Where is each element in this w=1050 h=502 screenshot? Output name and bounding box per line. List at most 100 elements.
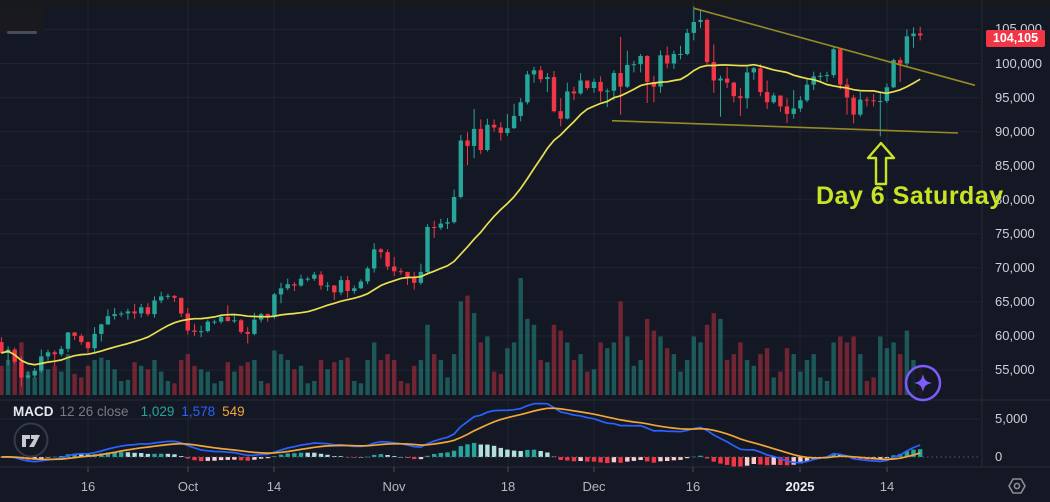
volume-bar (305, 383, 310, 395)
volume-bar (618, 301, 623, 395)
volume-bar (691, 336, 696, 395)
candle-body (352, 288, 357, 291)
volume-bar (904, 330, 910, 395)
macd-histogram-bar (172, 454, 177, 457)
sparkle-button[interactable] (903, 363, 943, 403)
volume-bar (365, 359, 370, 395)
trendline[interactable] (611, 119, 959, 134)
volume-bar (112, 369, 117, 395)
candle-body (605, 90, 610, 92)
macd-histogram-bar (731, 457, 736, 467)
volume-bar (738, 342, 743, 395)
volume-bar (5, 359, 11, 395)
macd-histogram-bar (525, 449, 530, 457)
volume-bar (159, 371, 164, 395)
candle-body (744, 72, 750, 99)
macd-histogram-bar (372, 454, 377, 457)
macd-histogram-bar (698, 455, 703, 457)
tradingview-logo[interactable] (12, 421, 50, 459)
candle-body (911, 33, 916, 37)
volume-bar (531, 324, 537, 395)
macd-histogram-bar (212, 457, 217, 461)
candle-body (19, 361, 24, 378)
macd-histogram-bar (438, 452, 443, 457)
volume-bar (731, 354, 736, 395)
macd-title: MACD (13, 404, 54, 419)
macd-histogram-bar (518, 451, 523, 457)
macd-histogram-bar (798, 457, 803, 464)
annotation-text: Day 6 Saturday (816, 182, 1004, 210)
volume-bar (192, 365, 197, 396)
candle-body (591, 81, 597, 88)
macd-histogram-bar (338, 456, 344, 457)
macd-histogram-bar (405, 457, 410, 458)
candle-body (139, 307, 144, 314)
volume-bar (798, 371, 803, 395)
volume-bar (625, 336, 630, 395)
candle-body (751, 68, 756, 73)
price-axis-label: 70,000 (995, 259, 1035, 275)
price-axis-label: 0 (995, 449, 1003, 464)
volume-bar (119, 381, 124, 395)
volume-bar (791, 354, 796, 395)
volume-bar (758, 354, 763, 395)
macd-histogram-bar (498, 447, 503, 457)
candle-body (425, 227, 430, 272)
candle-body (665, 55, 670, 64)
volume-bar (285, 359, 290, 395)
candle-body (218, 316, 224, 322)
candle-body (345, 280, 350, 291)
candle-body (904, 36, 910, 64)
macd-histogram-bar (205, 457, 210, 461)
candle-body (232, 320, 237, 322)
candle-body (718, 78, 723, 81)
ma-line[interactable] (1, 63, 921, 366)
candle-body (505, 128, 510, 133)
candle-body (99, 324, 104, 334)
volume-bar (265, 383, 270, 395)
macd-histogram-bar (112, 452, 117, 457)
candle-body (225, 316, 230, 321)
volume-bar (52, 365, 57, 396)
macd-histogram-bar (72, 453, 77, 457)
macd-histogram-bar (751, 457, 756, 464)
macd-histogram-bar (571, 457, 577, 462)
time-axis-label: 14 (266, 479, 282, 494)
macd-histogram-bar (744, 457, 750, 466)
macd-histogram-bar (491, 445, 497, 457)
volume-bar (898, 354, 903, 395)
candle-body (412, 276, 417, 283)
candle-body (305, 278, 310, 280)
trendline[interactable] (693, 7, 976, 87)
volume-bar (771, 377, 776, 395)
candle-body (818, 75, 823, 77)
candle-body (711, 62, 716, 81)
settings-gear-icon[interactable] (1007, 477, 1027, 495)
volume-bar (139, 365, 144, 396)
volume-bar (338, 359, 344, 395)
candle-body (844, 84, 850, 98)
candle-body (784, 106, 790, 114)
volume-bar (198, 369, 204, 395)
candle-body (312, 274, 317, 279)
macd-histogram-bar (778, 457, 783, 465)
candle-body (65, 332, 71, 349)
candle-body (72, 332, 77, 336)
volume-bar (372, 342, 377, 395)
volume-bar (884, 348, 890, 395)
candle-body (491, 124, 497, 128)
macd-histogram-bar (771, 457, 776, 465)
macd-histogram-bar (671, 457, 677, 461)
candle-body (611, 73, 617, 91)
volume-bar (491, 371, 497, 395)
macd-histogram-bar (631, 457, 637, 461)
volume-bar (425, 324, 430, 395)
volume-bar (551, 324, 557, 395)
candle-body (159, 296, 164, 301)
candle-body (338, 280, 344, 293)
price-axis-label: 75,000 (995, 225, 1035, 241)
candle-body (804, 84, 810, 101)
candle-body (32, 370, 37, 376)
